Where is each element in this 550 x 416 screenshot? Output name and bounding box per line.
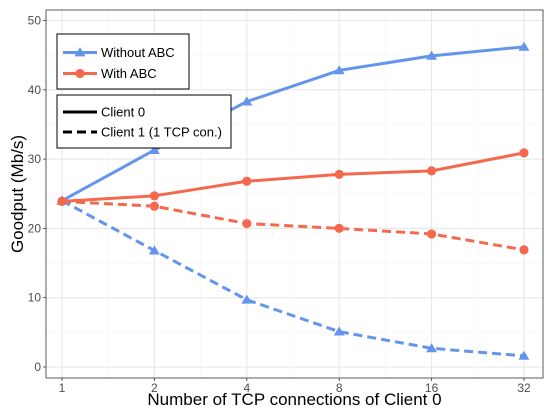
legend-with-abc-label: With ABC (101, 66, 157, 81)
legend-without-abc-label: Without ABC (101, 45, 175, 60)
data-point-without-abc-client-0 (148, 144, 160, 154)
legend-client-1-label: Client 1 (1 TCP con.) (101, 125, 222, 140)
data-point-with-abc-client-1 (57, 196, 67, 206)
data-point-with-abc-client-1 (334, 223, 344, 233)
y-axis-title: Goodput (Mb/s) (8, 135, 27, 253)
x-tick-label: 4 (243, 381, 250, 395)
data-point-without-abc-client-1 (333, 326, 345, 336)
series-markers (56, 41, 530, 360)
data-point-with-abc-client-1 (242, 218, 252, 229)
legend-clients-box (56, 94, 232, 149)
x-tick-label: 8 (336, 381, 343, 395)
data-point-without-abc-client-1 (148, 245, 160, 255)
y-tick-label: 0 (34, 360, 41, 374)
series-line-with-abc-client-0 (61, 151, 525, 203)
y-tick-labels: 0 10 20 30 40 50 (28, 14, 46, 374)
data-point-with-abc-client-0 (519, 148, 529, 158)
data-point-with-abc-client-0 (149, 191, 159, 201)
x-tick-label: 16 (425, 381, 439, 395)
plot-panel-border (45, 9, 544, 379)
x-axis-title: Number of TCP connections of Client 0 (147, 390, 441, 409)
legend-algorithms-box (56, 33, 190, 90)
x-tick-label: 1 (59, 381, 66, 395)
x-tick-label: 2 (151, 381, 158, 395)
data-point-with-abc-client-0 (334, 169, 344, 179)
data-point-with-abc-client-0 (242, 176, 252, 186)
legend-clients: Client 0 Client 1 (1 TCP con.) (56, 94, 232, 149)
series-lines (61, 45, 525, 358)
data-point-without-abc-client-0 (333, 65, 345, 75)
legend-without-abc-triangle-marker (74, 47, 86, 57)
data-point-with-abc-client-1 (149, 201, 159, 211)
y-tick-label: 20 (28, 221, 42, 235)
data-point-without-abc-client-0 (426, 50, 438, 60)
data-point-with-abc-client-1 (519, 245, 529, 255)
legend-client-0-label: Client 0 (101, 105, 145, 120)
x-tick-labels: 1 2 4 8 16 32 (59, 378, 531, 395)
series-line-without-abc-client-1 (61, 199, 525, 358)
y-tick-label: 40 (28, 83, 42, 97)
data-point-with-abc-client-0 (427, 166, 437, 176)
data-point-without-abc-client-0 (241, 96, 253, 106)
series-line-without-abc-client-0 (61, 45, 525, 202)
x-tick-label: 32 (517, 381, 531, 395)
data-point-with-abc-client-1 (427, 229, 437, 239)
legend-with-abc-circle-marker (75, 68, 85, 79)
data-point-without-abc-client-1 (241, 294, 253, 304)
data-point-without-abc-client-0 (518, 41, 530, 51)
y-tick-label: 10 (28, 291, 42, 305)
y-tick-label: 50 (28, 14, 42, 28)
data-point-without-abc-client-1 (518, 350, 530, 360)
data-point-without-abc-client-1 (426, 343, 438, 353)
y-tick-label: 30 (28, 152, 42, 166)
legend-algorithms: Without ABC With ABC (56, 33, 190, 90)
series-line-with-abc-client-1 (61, 199, 525, 252)
